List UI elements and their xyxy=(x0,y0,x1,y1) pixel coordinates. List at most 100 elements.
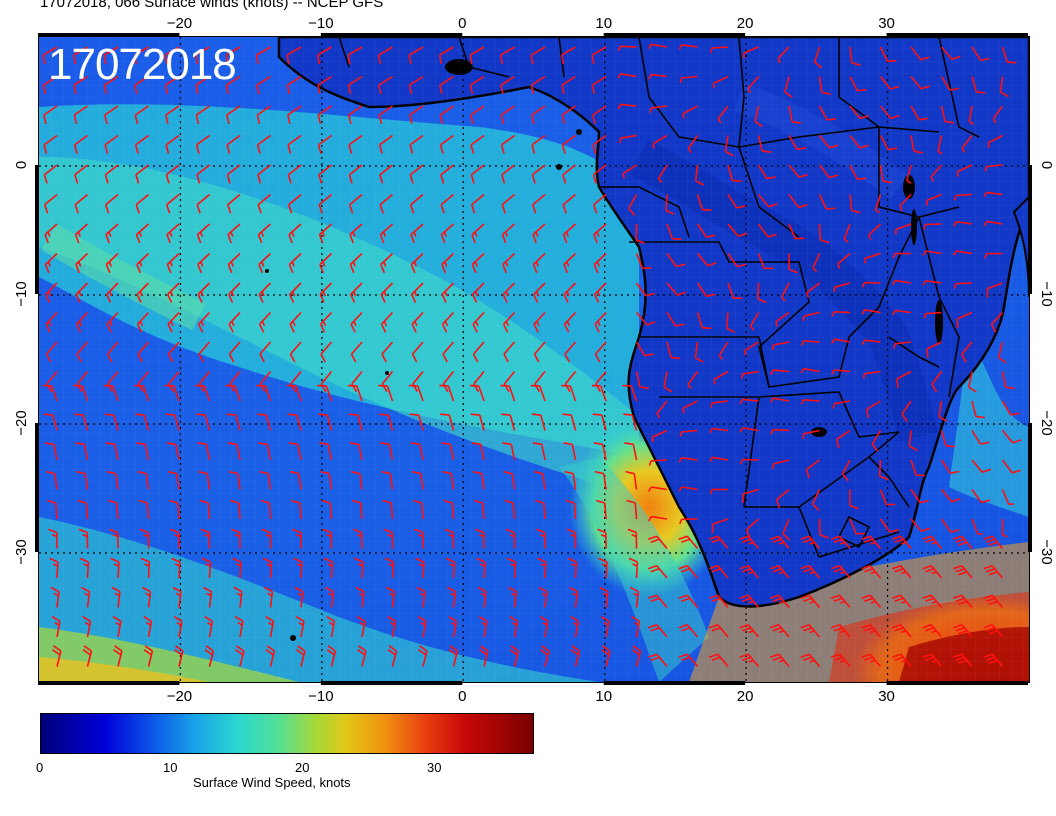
wind-barb xyxy=(968,371,977,393)
wind-barb xyxy=(1001,489,1014,505)
wind-barb xyxy=(411,341,424,363)
wind-barb xyxy=(953,250,973,256)
wind-barb xyxy=(600,615,610,638)
wind-barb xyxy=(110,557,120,579)
wind-barb xyxy=(255,46,271,65)
wind-barb xyxy=(137,470,150,490)
wind-barb xyxy=(227,282,241,303)
wind-barb xyxy=(861,623,882,638)
wind-barb xyxy=(830,594,851,609)
wind-barb xyxy=(849,135,869,149)
wind-barb xyxy=(562,413,577,431)
wind-barb xyxy=(349,442,363,461)
wind-barb xyxy=(1001,429,1022,444)
wind-barb xyxy=(879,518,899,533)
wind-barb xyxy=(475,528,485,549)
wind-barb xyxy=(232,557,242,579)
wind-barb xyxy=(348,134,363,154)
wind-barb xyxy=(891,564,912,579)
wind-barb xyxy=(134,105,149,124)
wind-barb xyxy=(910,46,930,61)
wind-barb xyxy=(901,400,912,423)
wind-barb xyxy=(601,645,611,667)
wind-barb xyxy=(532,223,546,244)
wind-barb xyxy=(879,105,900,120)
wind-barb xyxy=(861,564,882,579)
wind-barb xyxy=(105,223,119,244)
wind-barb xyxy=(663,371,673,393)
wind-barb xyxy=(471,252,485,274)
wind-barb xyxy=(595,499,607,520)
wind-barb xyxy=(293,557,303,579)
wind-barb xyxy=(133,46,149,65)
wind-barb xyxy=(971,46,990,62)
wind-barb xyxy=(563,311,577,333)
wind-barb xyxy=(72,46,88,65)
wind-barb xyxy=(635,223,645,245)
wind-barb xyxy=(73,105,88,124)
wind-barb xyxy=(195,134,210,154)
wind-barb xyxy=(228,470,241,490)
wind-barb xyxy=(910,75,930,90)
wind-barb xyxy=(82,645,93,667)
wind-barb xyxy=(617,45,637,52)
wind-barb xyxy=(287,105,302,124)
wind-barb xyxy=(379,223,394,244)
wind-barb xyxy=(652,134,668,149)
wind-barb xyxy=(165,193,180,214)
wind-barb xyxy=(76,341,89,363)
wind-barb xyxy=(288,282,302,303)
wind-barb xyxy=(105,282,119,303)
wind-barb xyxy=(922,535,943,550)
wind-barb xyxy=(134,384,150,402)
wind-barb xyxy=(379,413,394,431)
wind-barb xyxy=(788,164,808,179)
wind-barb xyxy=(46,499,58,520)
wind-barb xyxy=(477,586,487,608)
wind-barb xyxy=(910,489,929,504)
wind-barb xyxy=(503,470,516,490)
wind-barb xyxy=(648,43,668,50)
wind-barb xyxy=(409,164,424,184)
wind-barb xyxy=(849,164,867,181)
wind-barb xyxy=(317,134,332,154)
wind-barb xyxy=(727,253,747,268)
wind-barb xyxy=(350,341,363,363)
wind-barb xyxy=(106,341,119,363)
wind-barb xyxy=(530,75,546,95)
wind-barb xyxy=(635,253,652,270)
wind-barb xyxy=(196,413,211,431)
wind-barb xyxy=(439,75,454,95)
wind-barb xyxy=(687,371,699,390)
wind-barb xyxy=(439,384,455,402)
wind-barb xyxy=(749,312,760,331)
wind-barb xyxy=(288,223,302,244)
wind-barb xyxy=(290,499,302,520)
wind-barb xyxy=(831,369,851,375)
wind-barb xyxy=(408,46,424,65)
wind-barb xyxy=(172,586,182,608)
wind-barb xyxy=(567,557,578,579)
wind-barb xyxy=(439,134,454,154)
wind-barb xyxy=(45,311,58,333)
wind-barb xyxy=(562,193,577,214)
wind-barb xyxy=(259,341,272,363)
wind-barb xyxy=(469,46,485,65)
wind-barb xyxy=(348,413,363,431)
wind-barb xyxy=(593,223,607,244)
wind-barb xyxy=(938,400,948,422)
wind-barb xyxy=(591,384,607,402)
wind-barb xyxy=(320,341,333,363)
wind-barb xyxy=(320,470,333,490)
wind-barb xyxy=(442,341,455,363)
wind-barb xyxy=(111,586,121,608)
wind-barb xyxy=(635,311,656,326)
wind-barb xyxy=(800,535,821,550)
wind-barb xyxy=(286,75,302,95)
wind-barb xyxy=(625,470,638,490)
wind-barb xyxy=(265,645,276,667)
wind-barb xyxy=(983,535,1004,550)
wind-barb xyxy=(409,413,424,431)
wind-barb xyxy=(908,430,918,452)
wind-barb xyxy=(757,193,778,208)
